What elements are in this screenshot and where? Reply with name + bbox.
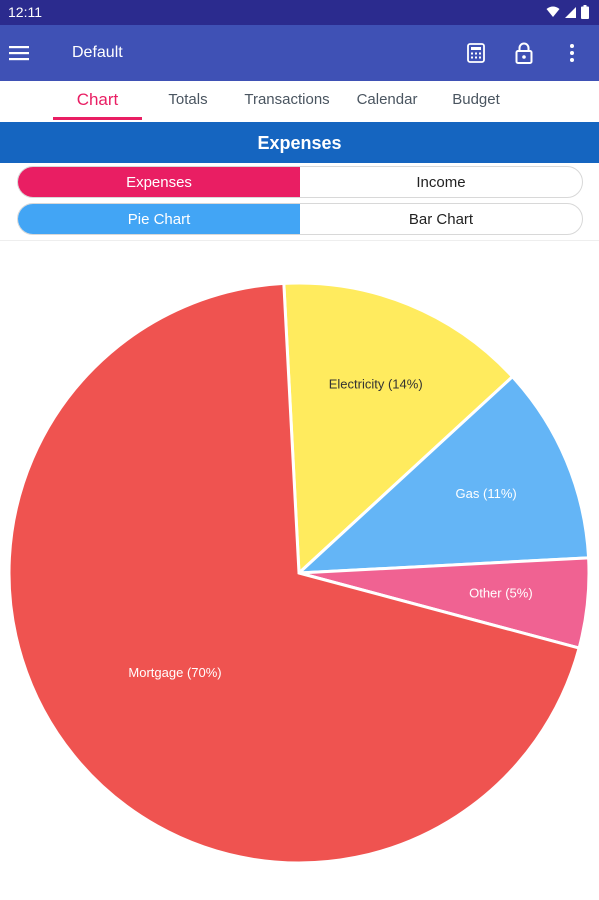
tab-indicator bbox=[53, 117, 142, 120]
tab-budget[interactable]: Budget bbox=[452, 91, 500, 108]
type-toggle: Expenses Income bbox=[17, 166, 583, 198]
more-vert-icon bbox=[570, 44, 574, 62]
pie-label-gas: Gas (11%) bbox=[456, 486, 517, 501]
signal-icon bbox=[565, 6, 576, 18]
app-title: Default bbox=[72, 44, 123, 61]
status-icons bbox=[546, 5, 589, 19]
pie-slice-electricity[interactable] bbox=[282, 281, 515, 577]
calculator-icon bbox=[467, 43, 485, 63]
menu-icon bbox=[9, 46, 29, 61]
pie-chart-toggle-button[interactable]: Pie Chart bbox=[18, 204, 300, 234]
pie-label-mortgage: Mortgage (70%) bbox=[128, 665, 221, 680]
app-bar: Default bbox=[0, 25, 599, 81]
tab-calendar[interactable]: Calendar bbox=[356, 91, 418, 108]
lock-icon bbox=[515, 42, 533, 64]
wifi-icon bbox=[546, 6, 560, 17]
tab-totals[interactable]: Totals bbox=[168, 91, 208, 108]
status-time: 12:11 bbox=[8, 4, 42, 20]
battery-icon bbox=[581, 5, 589, 19]
status-bar: 12:11 bbox=[0, 0, 599, 25]
menu-button[interactable] bbox=[6, 39, 32, 67]
section-header: Expenses bbox=[0, 122, 599, 163]
lock-button[interactable] bbox=[510, 39, 538, 67]
calculator-button[interactable] bbox=[462, 39, 490, 67]
more-options-button[interactable] bbox=[558, 39, 586, 67]
pie-slice-gas[interactable] bbox=[294, 374, 591, 575]
expenses-toggle-button[interactable]: Expenses bbox=[18, 167, 300, 197]
pie-slice-mortgage[interactable] bbox=[7, 281, 581, 865]
income-toggle-button[interactable]: Income bbox=[416, 173, 466, 191]
chart-area: Electricity (14%) Gas (11%) Other (5%) Mort… bbox=[0, 240, 599, 900]
pie-label-electricity: Electricity (14%) bbox=[329, 376, 423, 391]
pie-label-other: Other (5%) bbox=[469, 586, 533, 601]
chart-type-toggle: Pie Chart Bar Chart bbox=[17, 203, 583, 235]
tab-transactions[interactable]: Transactions bbox=[244, 91, 330, 108]
pie-chart: Electricity (14%) Gas (11%) Other (5%) Mort… bbox=[7, 281, 591, 865]
tab-chart[interactable]: Chart bbox=[76, 90, 119, 109]
bar-chart-toggle-button[interactable]: Bar Chart bbox=[408, 210, 474, 228]
tab-bar: Chart Totals Transactions Calendar Budge… bbox=[0, 81, 599, 122]
